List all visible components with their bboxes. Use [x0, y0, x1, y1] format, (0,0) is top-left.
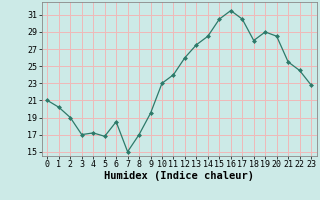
X-axis label: Humidex (Indice chaleur): Humidex (Indice chaleur)	[104, 171, 254, 181]
